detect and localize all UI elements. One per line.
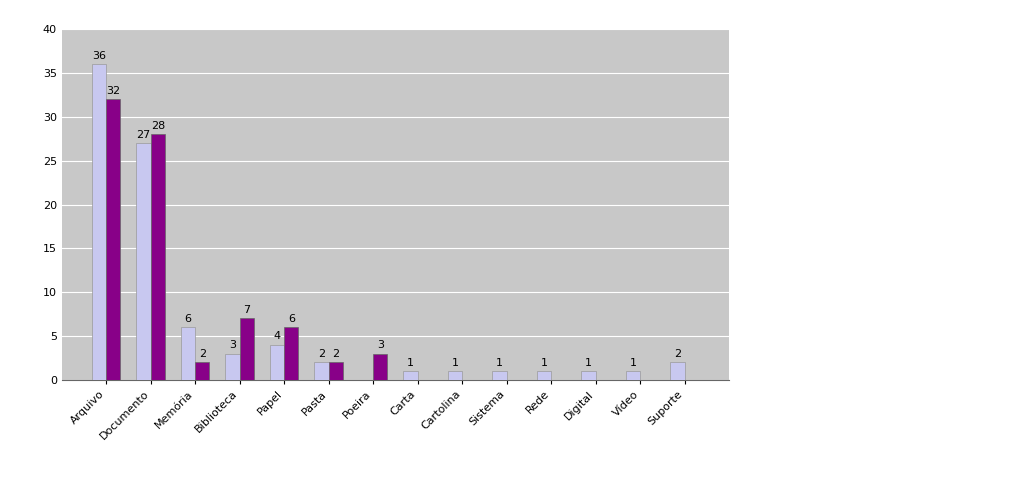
- Text: 1: 1: [452, 357, 458, 368]
- Bar: [270, 345, 284, 380]
- Text: 2: 2: [318, 349, 326, 359]
- Bar: [537, 371, 551, 380]
- Text: 1: 1: [540, 357, 547, 368]
- Text: 2: 2: [332, 349, 339, 359]
- Bar: [671, 362, 685, 380]
- Bar: [151, 134, 165, 380]
- Bar: [284, 327, 299, 380]
- Bar: [195, 362, 210, 380]
- Text: 1: 1: [496, 357, 503, 368]
- Text: 27: 27: [137, 130, 151, 140]
- Bar: [239, 318, 254, 380]
- Text: 2: 2: [199, 349, 205, 359]
- Bar: [581, 371, 596, 380]
- Text: 32: 32: [106, 86, 120, 96]
- Text: 1: 1: [585, 357, 592, 368]
- Bar: [181, 327, 195, 380]
- Bar: [329, 362, 343, 380]
- Bar: [106, 99, 120, 380]
- Text: 28: 28: [151, 121, 165, 131]
- Text: 3: 3: [229, 340, 236, 350]
- Bar: [448, 371, 462, 380]
- Text: 1: 1: [407, 357, 414, 368]
- Bar: [625, 371, 640, 380]
- Text: 6: 6: [288, 314, 295, 324]
- Bar: [137, 143, 151, 380]
- Text: 2: 2: [674, 349, 681, 359]
- Bar: [373, 354, 387, 380]
- Text: 36: 36: [92, 51, 106, 61]
- Text: 6: 6: [185, 314, 192, 324]
- Text: 1: 1: [630, 357, 637, 368]
- Bar: [314, 362, 329, 380]
- Bar: [92, 64, 106, 380]
- Text: 3: 3: [377, 340, 384, 350]
- Text: 4: 4: [273, 331, 280, 341]
- Bar: [404, 371, 418, 380]
- Bar: [226, 354, 239, 380]
- Text: 7: 7: [243, 305, 251, 315]
- Bar: [492, 371, 506, 380]
